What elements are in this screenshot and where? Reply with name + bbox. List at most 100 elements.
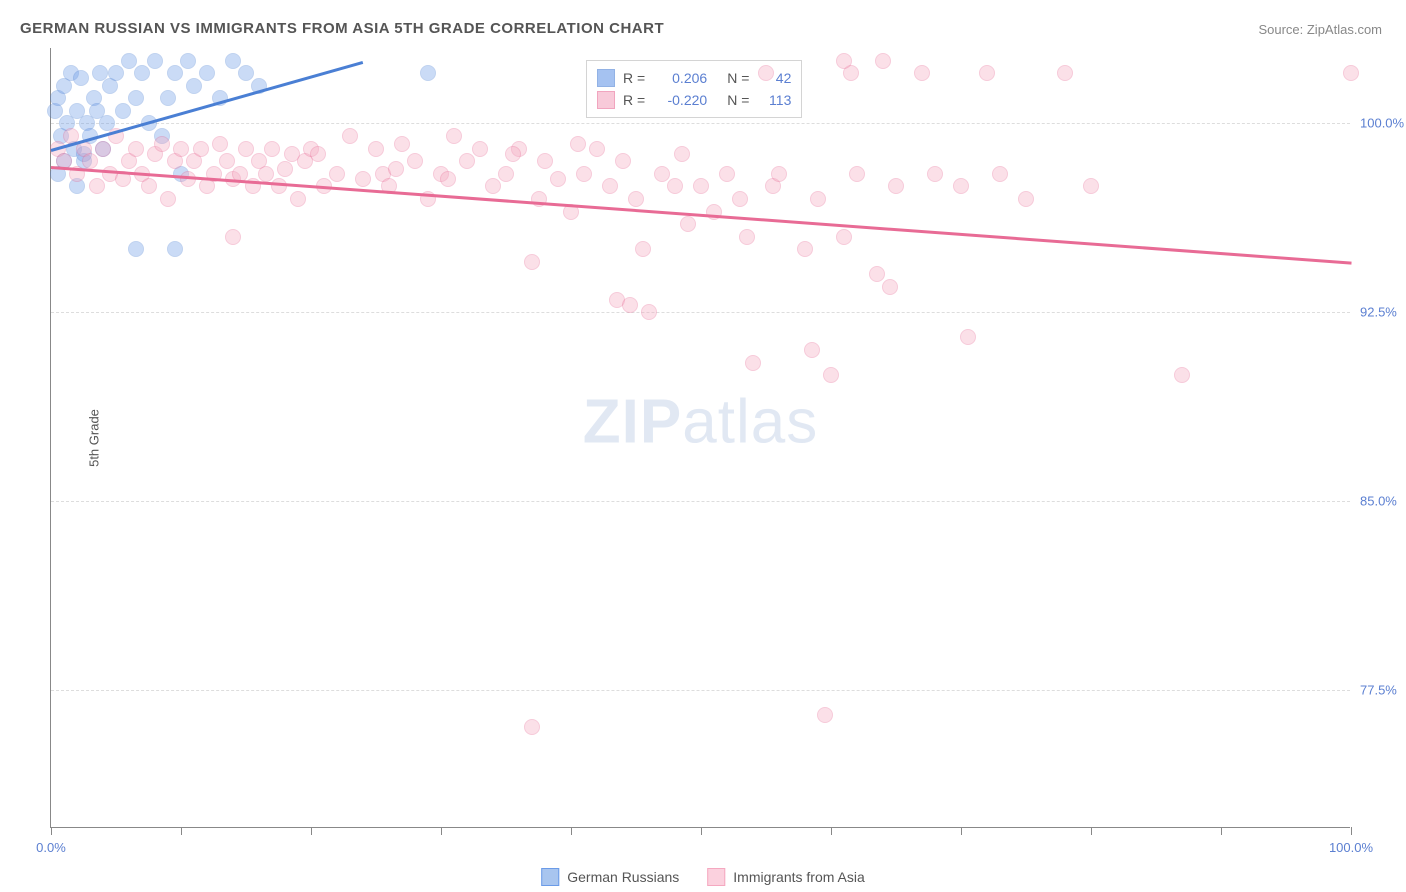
scatter-point xyxy=(219,153,235,169)
scatter-point xyxy=(875,53,891,69)
scatter-point xyxy=(121,53,137,69)
scatter-point xyxy=(154,136,170,152)
x-tick xyxy=(1091,827,1092,835)
gridline xyxy=(51,501,1350,502)
x-tick xyxy=(701,827,702,835)
x-tick-label: 0.0% xyxy=(36,840,66,855)
scatter-point xyxy=(173,141,189,157)
scatter-point xyxy=(271,178,287,194)
x-tick xyxy=(441,827,442,835)
gridline xyxy=(51,123,1350,124)
legend-swatch xyxy=(541,868,559,886)
scatter-point xyxy=(823,367,839,383)
scatter-point xyxy=(420,65,436,81)
scatter-point xyxy=(167,241,183,257)
x-tick xyxy=(51,827,52,835)
scatter-point xyxy=(167,65,183,81)
n-label: N = xyxy=(727,70,749,86)
scatter-point xyxy=(570,136,586,152)
scatter-point xyxy=(628,191,644,207)
scatter-point xyxy=(95,141,111,157)
scatter-point xyxy=(141,178,157,194)
scatter-point xyxy=(225,229,241,245)
scatter-point xyxy=(732,191,748,207)
x-tick xyxy=(831,827,832,835)
scatter-point xyxy=(180,53,196,69)
scatter-point xyxy=(674,146,690,162)
scatter-point xyxy=(622,297,638,313)
x-tick xyxy=(1221,827,1222,835)
scatter-point xyxy=(960,329,976,345)
scatter-point xyxy=(407,153,423,169)
scatter-point xyxy=(836,53,852,69)
scatter-point xyxy=(1174,367,1190,383)
scatter-point xyxy=(290,191,306,207)
scatter-point xyxy=(817,707,833,723)
scatter-point xyxy=(446,128,462,144)
y-tick-label: 85.0% xyxy=(1360,493,1406,508)
y-tick-label: 77.5% xyxy=(1360,682,1406,697)
scatter-point xyxy=(680,216,696,232)
scatter-point xyxy=(804,342,820,358)
scatter-point xyxy=(128,90,144,106)
scatter-point xyxy=(342,128,358,144)
scatter-point xyxy=(472,141,488,157)
scatter-point xyxy=(882,279,898,295)
scatter-point xyxy=(667,178,683,194)
scatter-point xyxy=(264,141,280,157)
scatter-point xyxy=(440,171,456,187)
legend-item: Immigrants from Asia xyxy=(707,868,864,886)
legend-swatch xyxy=(597,91,615,109)
scatter-point xyxy=(1057,65,1073,81)
scatter-point xyxy=(615,153,631,169)
scatter-point xyxy=(115,103,131,119)
scatter-point xyxy=(277,161,293,177)
scatter-point xyxy=(368,141,384,157)
scatter-point xyxy=(388,161,404,177)
scatter-point xyxy=(147,53,163,69)
scatter-point xyxy=(485,178,501,194)
scatter-point xyxy=(329,166,345,182)
scatter-point xyxy=(641,304,657,320)
scatter-point xyxy=(550,171,566,187)
legend-label: Immigrants from Asia xyxy=(733,869,864,885)
scatter-point xyxy=(258,166,274,182)
r-label: R = xyxy=(623,70,645,86)
x-tick-label: 100.0% xyxy=(1329,840,1373,855)
scatter-point xyxy=(128,241,144,257)
scatter-point xyxy=(160,90,176,106)
x-tick xyxy=(311,827,312,835)
scatter-point xyxy=(128,141,144,157)
scatter-point xyxy=(1343,65,1359,81)
scatter-point xyxy=(89,178,105,194)
scatter-point xyxy=(238,65,254,81)
scatter-point xyxy=(134,65,150,81)
scatter-point xyxy=(394,136,410,152)
gridline xyxy=(51,312,1350,313)
scatter-point xyxy=(693,178,709,194)
scatter-point xyxy=(979,65,995,81)
scatter-point xyxy=(745,355,761,371)
scatter-point xyxy=(589,141,605,157)
scatter-point xyxy=(108,65,124,81)
scatter-point xyxy=(199,65,215,81)
scatter-point xyxy=(927,166,943,182)
scatter-point xyxy=(459,153,475,169)
scatter-point xyxy=(914,65,930,81)
scatter-point xyxy=(576,166,592,182)
scatter-point xyxy=(225,53,241,69)
source-label: Source: ZipAtlas.com xyxy=(1258,22,1382,37)
scatter-point xyxy=(810,191,826,207)
scatter-point xyxy=(212,136,228,152)
legend-swatch xyxy=(707,868,725,886)
y-tick-label: 100.0% xyxy=(1360,116,1406,131)
scatter-point xyxy=(1018,191,1034,207)
scatter-point xyxy=(849,166,865,182)
stats-row: R =-0.220N =113 xyxy=(597,89,791,111)
legend-label: German Russians xyxy=(567,869,679,885)
scatter-point xyxy=(73,70,89,86)
watermark: ZIPatlas xyxy=(583,386,818,457)
scatter-point xyxy=(1083,178,1099,194)
scatter-point xyxy=(953,178,969,194)
x-tick xyxy=(961,827,962,835)
